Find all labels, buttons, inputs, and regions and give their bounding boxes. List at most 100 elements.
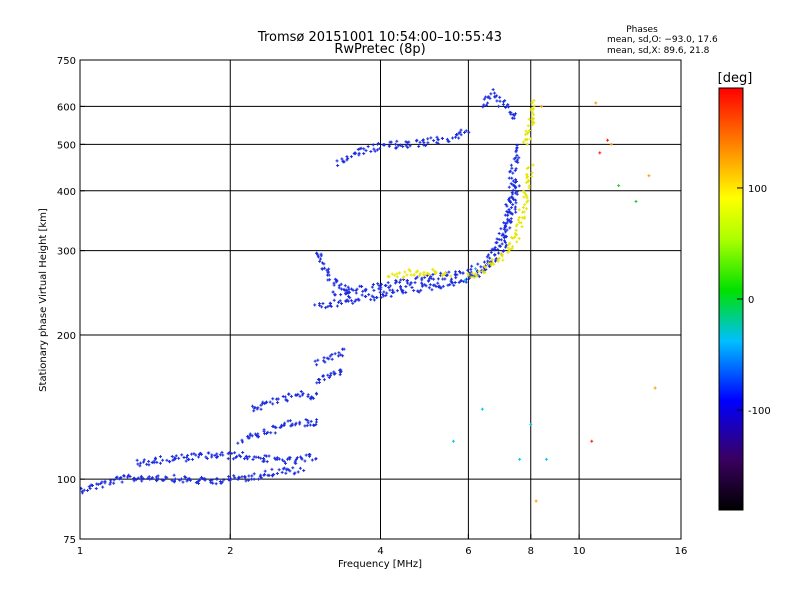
data-point (526, 124, 530, 128)
data-point (250, 474, 254, 478)
data-point (503, 239, 507, 243)
data-point (513, 112, 517, 116)
data-point (332, 283, 336, 287)
phase-info-title: Phases (626, 25, 658, 35)
data-point (399, 278, 403, 282)
data-point (514, 233, 518, 237)
data-point (469, 275, 473, 279)
data-point (343, 284, 347, 288)
data-point (299, 455, 303, 459)
data-point (455, 133, 459, 137)
data-point (156, 474, 160, 478)
data-point (481, 105, 485, 109)
data-point (501, 100, 505, 104)
data-point (506, 103, 510, 107)
data-point (514, 156, 518, 160)
data-point (507, 198, 511, 202)
data-point (313, 359, 317, 363)
data-point (482, 260, 486, 264)
data-point (165, 458, 169, 462)
data-point (261, 402, 265, 406)
data-point (87, 485, 91, 489)
data-point (141, 460, 145, 464)
data-point (315, 392, 319, 396)
data-point (186, 453, 190, 457)
data-point (319, 252, 323, 256)
data-point (529, 108, 533, 112)
data-point (505, 209, 509, 213)
data-point (505, 105, 509, 109)
data-point (393, 142, 397, 146)
data-point (181, 480, 185, 484)
data-point (539, 104, 543, 108)
data-point (247, 455, 251, 459)
data-point (459, 128, 463, 132)
data-point (241, 440, 245, 444)
data-point (531, 163, 535, 167)
data-point (506, 250, 510, 254)
data-point (426, 137, 430, 141)
data-point (186, 457, 190, 461)
data-point (99, 482, 103, 486)
data-point (167, 460, 171, 464)
data-point (339, 302, 343, 306)
data-point (94, 487, 98, 491)
data-point (405, 141, 409, 145)
data-point (351, 301, 355, 305)
data-point (517, 237, 521, 241)
data-point (531, 116, 535, 120)
data-point (266, 473, 270, 477)
data-point (419, 288, 423, 292)
data-point (459, 133, 463, 137)
data-point (534, 499, 538, 503)
data-point (514, 167, 518, 171)
data-point (258, 475, 262, 479)
data-point (360, 284, 364, 288)
y-tick-label: 200 (57, 331, 76, 342)
data-point (251, 457, 255, 461)
data-point (233, 451, 237, 455)
data-point (451, 136, 455, 140)
data-point (388, 288, 392, 292)
data-point (197, 455, 201, 459)
data-point (222, 478, 226, 482)
data-point (455, 273, 459, 277)
data-point (384, 294, 388, 298)
data-point (515, 143, 519, 147)
data-point (523, 215, 527, 219)
data-point (296, 470, 300, 474)
data-point (353, 152, 357, 156)
data-point (531, 123, 535, 127)
data-point (522, 195, 526, 199)
data-point (498, 95, 502, 99)
data-point (513, 231, 517, 235)
data-point (296, 392, 300, 396)
data-point (290, 422, 294, 426)
data-point (321, 302, 325, 306)
data-point (525, 142, 529, 146)
data-point (515, 240, 519, 244)
data-point (145, 462, 149, 466)
data-point (295, 456, 299, 460)
x-tick-label: 16 (675, 546, 688, 557)
data-point (454, 135, 458, 139)
data-point (382, 143, 386, 147)
data-point (354, 298, 358, 302)
data-point (346, 157, 350, 161)
data-point (448, 283, 452, 287)
data-point (298, 394, 302, 398)
data-point (544, 457, 548, 461)
data-point (332, 298, 336, 302)
data-point (242, 457, 246, 461)
data-point (509, 221, 513, 225)
data-point (357, 153, 361, 157)
data-point (487, 95, 491, 99)
data-point (335, 159, 339, 163)
data-point (280, 470, 284, 474)
data-point (310, 395, 314, 399)
data-point (497, 238, 501, 242)
data-point (454, 276, 458, 280)
data-point (515, 147, 519, 151)
data-point (371, 143, 375, 147)
data-point (140, 479, 144, 483)
